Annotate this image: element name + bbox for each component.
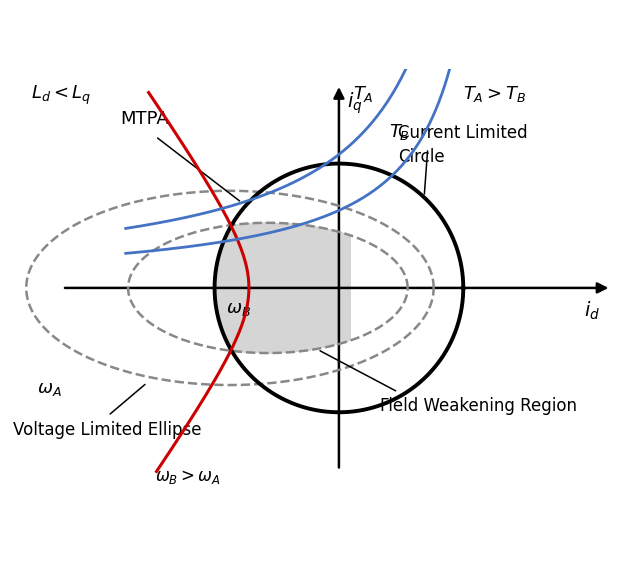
- Text: $\omega_B$: $\omega_B$: [227, 299, 252, 318]
- Text: Voltage Limited Ellipse: Voltage Limited Ellipse: [13, 421, 202, 439]
- Text: $T_A > T_B$: $T_A > T_B$: [463, 84, 526, 104]
- Text: $T_A$: $T_A$: [353, 84, 374, 104]
- Text: $\omega_B > \omega_A$: $\omega_B > \omega_A$: [155, 468, 221, 486]
- Text: $i_q$: $i_q$: [347, 91, 362, 116]
- Text: Current Limited
Circle: Current Limited Circle: [398, 125, 528, 166]
- Text: $L_d < L_q$: $L_d < L_q$: [31, 84, 91, 107]
- Text: MTPA: MTPA: [120, 110, 168, 128]
- Text: $\omega_A$: $\omega_A$: [37, 380, 62, 398]
- Text: $i_d$: $i_d$: [584, 299, 600, 322]
- Text: $T_B$: $T_B$: [389, 122, 409, 142]
- Text: Field Weakening Region: Field Weakening Region: [381, 397, 577, 415]
